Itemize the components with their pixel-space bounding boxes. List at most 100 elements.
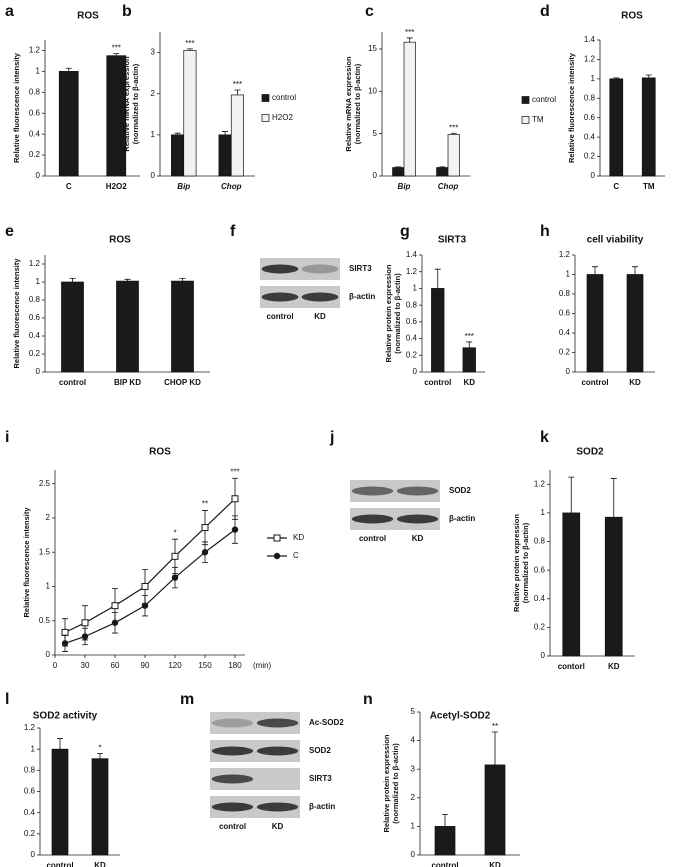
bar (61, 281, 84, 373)
panel-label: j (329, 429, 334, 446)
lane-label: KD (272, 822, 284, 831)
chart-title: Acetyl-SOD2 (430, 711, 491, 722)
band-label: Ac-SOD2 (309, 718, 344, 727)
error-bar (69, 278, 76, 282)
bar (447, 134, 460, 177)
bar (586, 274, 604, 373)
legend-label: TM (532, 115, 544, 124)
y-tick-label: 1 (566, 270, 571, 279)
error-bar (406, 37, 413, 43)
significance-label: ** (492, 722, 498, 731)
y-tick-label: 0.5 (39, 616, 51, 625)
bar (436, 167, 449, 177)
y-tick-label: 0 (411, 850, 416, 859)
error-bar (492, 731, 498, 765)
blot-band (256, 746, 299, 756)
chart-title: SOD2 activity (33, 711, 98, 722)
y-tick-label: 1 (36, 66, 41, 75)
blot-band (256, 802, 299, 812)
error-bar (395, 166, 402, 168)
blot-band (301, 292, 339, 302)
bar (116, 280, 139, 373)
bar (641, 77, 656, 177)
y-tick-label: 3 (411, 764, 416, 773)
bar (58, 71, 79, 177)
point (201, 524, 209, 532)
y-axis-title: Relative protein expression (384, 264, 393, 362)
point (231, 526, 239, 533)
bar (562, 512, 581, 657)
panel-label: n (363, 691, 373, 708)
chart-title: ROS (109, 235, 131, 246)
y-tick-label: 1.2 (584, 55, 596, 64)
lane-label: control (219, 822, 246, 831)
y-axis-title: Relative mRNA expression (122, 56, 131, 152)
y-tick-label: 0 (31, 850, 36, 859)
y-tick-label: 0.8 (29, 295, 41, 304)
series-line (64, 529, 236, 644)
bar (609, 78, 624, 177)
y-tick-label: 0.4 (24, 808, 36, 817)
y-tick-label: 0.2 (29, 349, 41, 358)
x-tick-label: KD (463, 378, 475, 387)
x-tick-label: KD (629, 378, 641, 387)
chart-title: ROS (621, 11, 643, 22)
bar (626, 274, 644, 373)
y-tick-label: 0.4 (584, 132, 596, 141)
y-tick-label: 0.8 (29, 87, 41, 96)
blot-strip (350, 508, 440, 530)
y-axis-title: Relative protein expression (512, 514, 521, 612)
legend-label: control (272, 93, 296, 102)
point (141, 582, 149, 590)
panel-label: b (122, 3, 132, 20)
x-tick-label: control (581, 378, 608, 387)
bar (183, 50, 197, 177)
error-bar (613, 77, 620, 79)
x-tick-label: Chop (438, 182, 459, 191)
panel-label: f (230, 223, 236, 240)
y-tick-label: 1 (413, 284, 418, 293)
blot-band (261, 292, 299, 302)
error-bar (632, 266, 638, 275)
y-tick-label: 1.2 (534, 479, 546, 488)
y-tick-label: 0.6 (29, 313, 41, 322)
error-bar (434, 268, 441, 289)
legend-swatch (261, 94, 270, 102)
error-bar (442, 813, 448, 827)
point (111, 619, 119, 626)
bar (392, 167, 405, 177)
x-tick-label: Bip (398, 182, 411, 191)
y-tick-label: 1 (591, 74, 596, 83)
y-tick-label: 0.6 (559, 309, 571, 318)
lane-label: control (359, 534, 386, 543)
y-tick-label: 2.5 (39, 479, 51, 488)
y-tick-label: 0 (36, 171, 41, 180)
bar (462, 347, 476, 373)
x-tick-label: C (66, 182, 72, 191)
x-tick-label: Bip (177, 182, 190, 191)
blot-band (211, 774, 254, 784)
y-axis-title: Relative fluorescence intensity (22, 507, 31, 618)
x-tick-label: KD (489, 861, 501, 867)
bar (171, 134, 185, 177)
legend-label: KD (293, 533, 304, 542)
error-bar (186, 48, 193, 51)
x-tick-label: contorl (558, 662, 585, 671)
blot-strip (350, 480, 440, 502)
y-tick-label: 1.2 (559, 250, 571, 259)
x-tick-label: control (59, 378, 86, 387)
y-axis-title: Relative fluorescence intensity (567, 52, 576, 163)
y-axis-title: (normalized to β-actin) (393, 273, 402, 354)
bar (171, 280, 194, 373)
legend-marker (273, 534, 281, 542)
point (171, 574, 179, 581)
band-label: SIRT3 (349, 264, 372, 273)
lane-label: KD (412, 534, 424, 543)
error-bar (592, 266, 598, 275)
legend-label: H2O2 (272, 113, 293, 122)
point (111, 602, 119, 610)
y-axis-title: (normalized to β-actin) (391, 743, 400, 824)
blot-band (211, 802, 254, 812)
error-bar (113, 53, 120, 56)
